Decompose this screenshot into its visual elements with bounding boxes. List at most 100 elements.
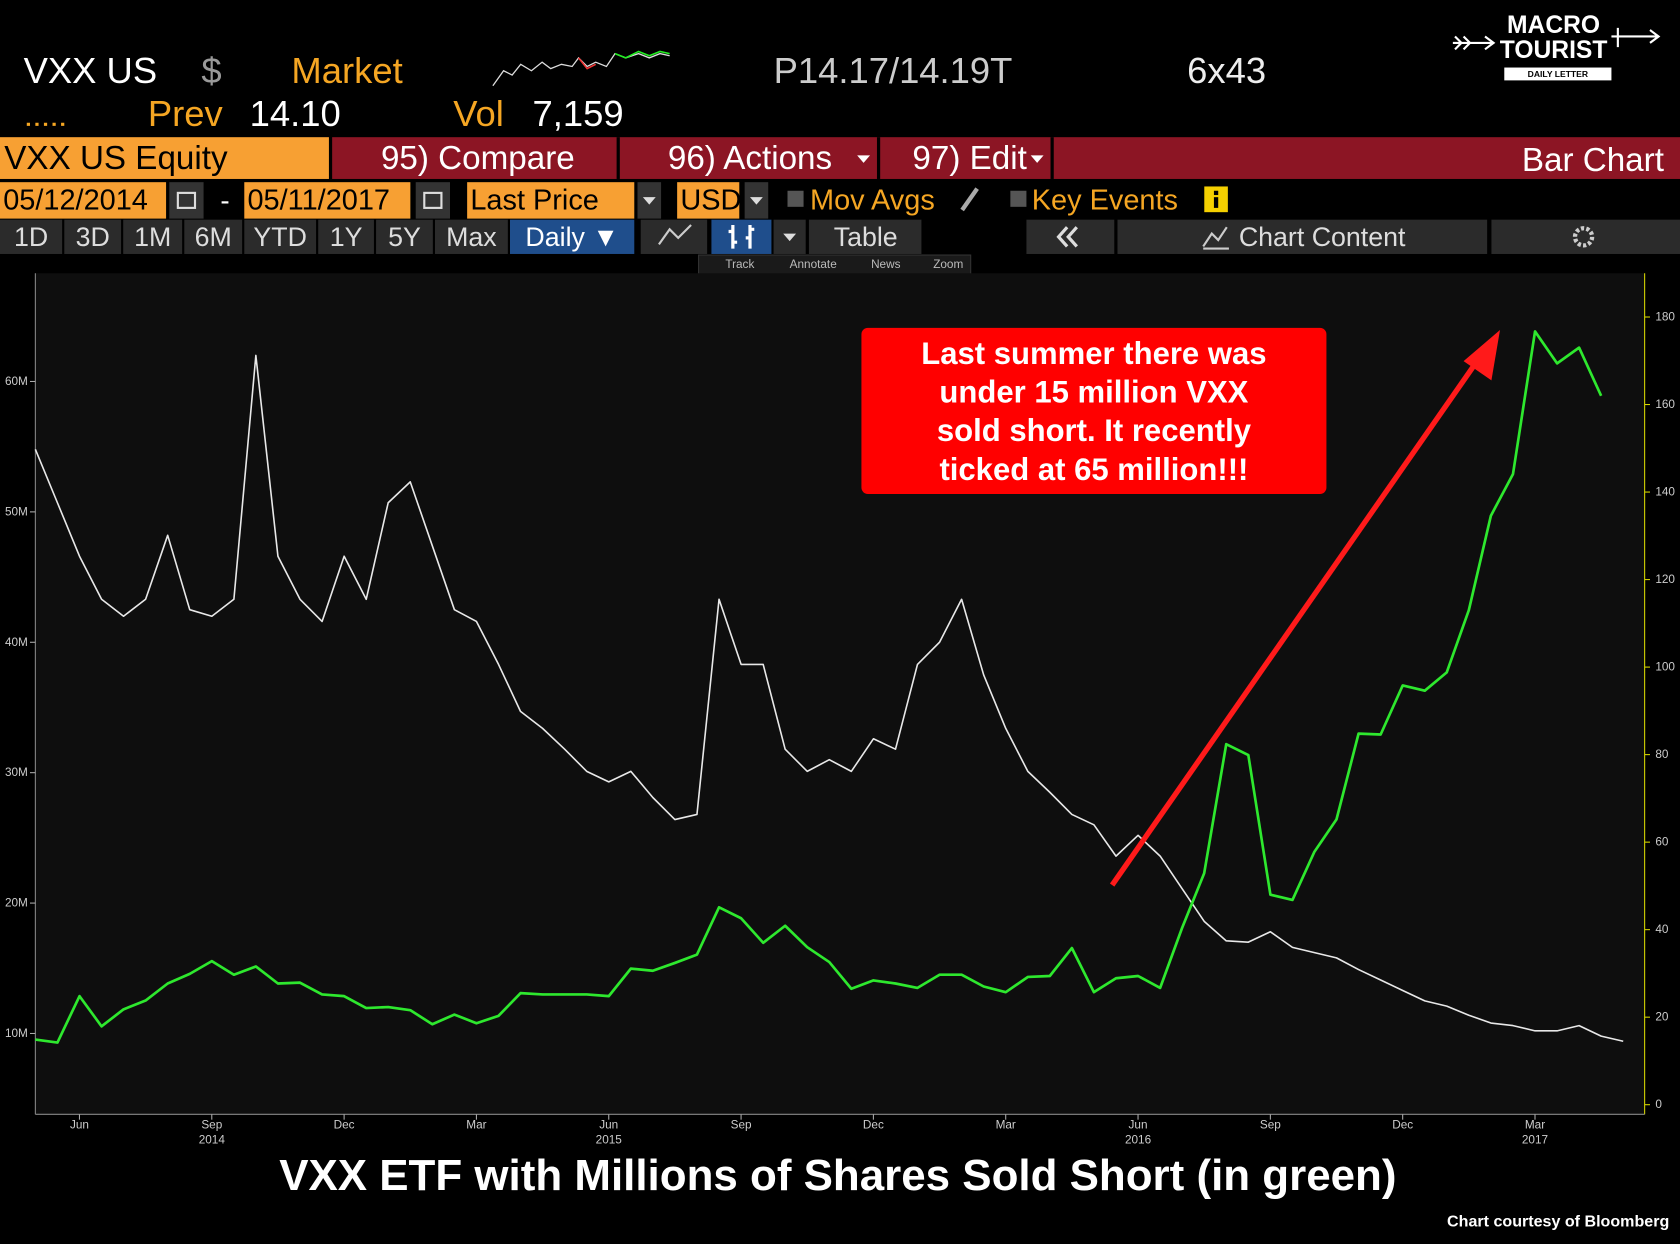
frequency-button[interactable] [510,219,635,254]
period-label[interactable]: 3D [76,222,110,252]
source: Market [291,50,402,91]
caption: VXX ETF with Millions of Shares Sold Sho… [279,1151,1396,1200]
vol-label: Vol [453,93,504,134]
period-button[interactable] [376,219,433,254]
checkbox[interactable] [787,190,804,207]
period-label[interactable]: 1Y [330,222,363,252]
security[interactable]: VXX US Equity [4,140,228,177]
series-line [34,354,1624,1043]
sparkline-up [614,50,670,59]
y2-tick-label: 20 [1655,1011,1669,1024]
x-tick-label: Sep [1260,1119,1281,1132]
period-button[interactable] [318,219,374,254]
calendar-icon [176,191,197,209]
x-tick-label: Jun [599,1119,618,1132]
annotation-line: sold short. It recently [937,413,1252,448]
y2-tick-label: 160 [1655,398,1675,411]
currency-field[interactable]: USD [680,184,741,216]
annotation-arrowhead [1463,330,1500,381]
period-label[interactable]: 6M [195,222,232,252]
logo-arrow [1452,35,1496,51]
x-tick-label: Mar [466,1119,486,1132]
collapse-icon [1056,226,1078,248]
period-button[interactable] [435,219,508,254]
logo: MACRO TOURIST DAILY LETTER [1452,12,1661,81]
y2-tick-label: 100 [1655,661,1675,674]
info-glyph [1213,190,1219,196]
x-tick-label: Mar [1525,1119,1545,1132]
period-button[interactable] [64,219,122,254]
dropdown-arrow [642,197,656,205]
y-tick-label: 30M [5,766,28,779]
y2-tick-label: 180 [1655,311,1675,324]
calendar-button[interactable] [415,182,450,219]
field-box[interactable] [467,182,635,219]
size: 6x43 [1187,50,1266,91]
tool-label[interactable]: News [871,258,901,271]
mini-tools: Track Annotate News Zoom [725,258,963,271]
menu[interactable]: 96) Actions [668,140,832,177]
x-tick-label: Mar [996,1119,1016,1132]
period-label[interactable]: 1D [14,222,48,252]
y2-tick-label: 120 [1655,573,1675,586]
y2-tick-label: 0 [1655,1098,1662,1111]
bar-icon [728,225,755,249]
table-button[interactable] [808,219,922,254]
period-label[interactable]: YTD [253,222,307,252]
option[interactable]: Mov Avgs [810,184,935,216]
tool-label[interactable]: Annotate [790,258,838,271]
annotation-line: Last summer there was [921,336,1266,371]
settings-icon [1572,226,1595,248]
year-label: 2015 [596,1134,623,1147]
dropdown-arrow [857,155,870,163]
y-tick-label: 50M [5,505,28,518]
period-button[interactable] [123,219,183,254]
date-box[interactable] [244,182,411,219]
period-button[interactable] [244,219,317,254]
period-label[interactable]: 1M [134,222,171,252]
table-label[interactable]: Table [834,222,898,252]
logo-arrow [1611,27,1661,48]
y-tick-label: 40M [5,636,28,649]
start-date[interactable]: 05/12/2014 [3,184,148,216]
tool-label[interactable]: Track [725,258,754,271]
vol-value: 7,159 [533,93,624,134]
date-box[interactable] [0,182,167,219]
dropdown-arrow [750,197,763,205]
checkbox[interactable] [1010,190,1027,207]
menu[interactable]: 95) Compare [381,140,575,177]
plot-area [35,273,1645,1115]
calendar-button[interactable] [169,182,204,219]
chart-type-button[interactable] [711,219,772,254]
menu-bar [332,137,1680,179]
tool-label[interactable]: Zoom [933,258,963,271]
x-tick-label: Dec [863,1119,884,1132]
settings-button[interactable] [1491,219,1680,254]
period-label[interactable]: Max [446,222,497,252]
info-glyph [1213,197,1219,208]
y-tick-label: 10M [5,1027,28,1040]
period-button[interactable] [184,219,243,254]
content-button[interactable] [1117,219,1488,254]
chart-type-button[interactable] [640,219,708,254]
annotation-line: ticked at 65 million!!! [939,452,1248,487]
annotation: Last summer there was under 15 million VX… [921,336,1266,487]
period-label[interactable]: 5Y [388,222,421,252]
logo-text: TOURIST [1500,37,1608,64]
field[interactable]: Last Price [470,184,599,216]
frequency[interactable]: Daily ▼ [525,222,618,252]
pencil-icon[interactable] [960,187,979,212]
currency-box[interactable] [677,182,740,219]
currency: $ [201,50,221,91]
end-date[interactable]: 05/11/2017 [247,184,390,216]
period-button[interactable] [0,219,63,254]
menu[interactable]: 97) Edit [912,140,1026,177]
option[interactable]: Key Events [1032,184,1178,216]
content-label[interactable]: Chart Content [1239,222,1406,252]
security-box[interactable] [0,137,329,179]
year-label: 2016 [1125,1134,1152,1147]
ticker: VXX US [24,50,158,91]
period-bar: 1D 3D 1M 6M YTD 1Y 5Y Max Daily ▼ Table Chart Cont… [0,219,1680,254]
prev-value: 14.10 [250,93,341,134]
